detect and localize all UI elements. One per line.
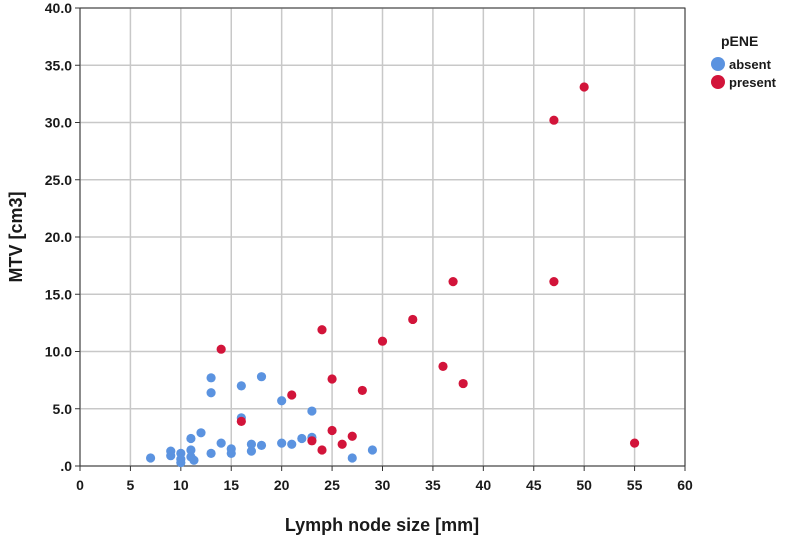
- data-point-absent: [246, 446, 257, 456]
- x-axis-ticks: 0 5 10 15 20 25 30 35 40 45 50 55 60: [76, 466, 693, 493]
- data-point-present: [327, 374, 337, 384]
- data-point-absent: [226, 448, 236, 459]
- x-tick-label: 50: [576, 477, 592, 493]
- y-tick-label: .0: [60, 458, 72, 474]
- data-point-present: [549, 115, 559, 125]
- data-point-absent: [196, 428, 206, 438]
- y-tick-label: 15.0: [45, 286, 72, 302]
- data-point-present: [317, 325, 327, 335]
- data-point-absent: [256, 440, 267, 450]
- data-point-present: [287, 390, 297, 400]
- data-point-absent: [277, 438, 287, 448]
- y-tick-label: 40.0: [45, 0, 72, 16]
- data-point-absent: [186, 445, 196, 455]
- data-point-absent: [186, 433, 196, 444]
- data-point-absent: [189, 455, 199, 465]
- x-tick-label: 40: [476, 477, 492, 493]
- legend-label-absent: absent: [729, 57, 772, 72]
- legend: pENE absent present: [711, 33, 777, 90]
- data-point-present: [347, 431, 357, 441]
- y-tick-label: 25.0: [45, 172, 72, 188]
- data-point-absent: [145, 453, 156, 463]
- data-point-present: [629, 438, 640, 448]
- data-point-absent: [206, 388, 216, 398]
- data-point-present: [579, 82, 589, 92]
- x-axis-label: Lymph node size [mm]: [285, 515, 479, 535]
- data-point-present: [216, 344, 226, 354]
- data-points: [145, 82, 640, 468]
- x-tick-label: 30: [375, 477, 391, 493]
- data-point-absent: [216, 438, 226, 448]
- y-tick-label: 30.0: [45, 115, 72, 131]
- legend-marker-absent: [711, 57, 725, 71]
- data-point-absent: [246, 439, 257, 449]
- data-point-absent: [287, 439, 297, 449]
- legend-marker-present: [711, 75, 725, 89]
- data-point-present: [549, 277, 559, 287]
- data-point-present: [438, 361, 448, 371]
- data-point-present: [317, 445, 327, 455]
- data-point-absent: [236, 381, 246, 391]
- data-point-present: [377, 336, 388, 346]
- data-point-absent: [206, 448, 216, 459]
- x-tick-label: 5: [127, 477, 135, 493]
- x-tick-label: 45: [526, 477, 542, 493]
- data-point-present: [337, 439, 347, 449]
- legend-label-present: present: [729, 75, 777, 90]
- y-axis-label: MTV [cm3]: [6, 191, 26, 282]
- y-tick-label: 5.0: [53, 401, 73, 417]
- y-axis-ticks: .0 5.0 10.0 15.0 20.0 25.0 30.0 35.0 40.0: [45, 0, 80, 474]
- data-point-present: [327, 425, 337, 436]
- data-point-absent: [347, 453, 357, 463]
- x-tick-label: 55: [627, 477, 643, 493]
- y-tick-label: 10.0: [45, 344, 72, 360]
- y-tick-label: 35.0: [45, 57, 72, 73]
- plot-frame: [79, 7, 686, 467]
- y-tick-label: 20.0: [45, 229, 72, 245]
- data-point-absent: [256, 372, 267, 382]
- legend-title: pENE: [721, 33, 758, 49]
- x-tick-label: 10: [173, 477, 189, 493]
- data-point-present: [408, 314, 418, 325]
- data-point-present: [357, 385, 367, 396]
- x-tick-label: 25: [324, 477, 340, 493]
- data-point-absent: [277, 396, 287, 406]
- x-tick-label: 35: [425, 477, 441, 493]
- x-tick-label: 0: [76, 477, 84, 493]
- x-tick-label: 15: [223, 477, 239, 493]
- data-point-present: [448, 277, 458, 287]
- data-point-absent: [307, 406, 317, 416]
- data-point-absent: [367, 445, 378, 455]
- data-point-present: [458, 378, 468, 389]
- data-point-absent: [206, 373, 216, 383]
- x-tick-label: 60: [677, 477, 693, 493]
- data-point-absent: [297, 433, 307, 444]
- data-point-present: [236, 416, 246, 426]
- x-tick-label: 20: [274, 477, 290, 493]
- data-point-present: [307, 436, 317, 446]
- data-point-absent: [166, 451, 176, 461]
- data-point-absent: [176, 457, 186, 468]
